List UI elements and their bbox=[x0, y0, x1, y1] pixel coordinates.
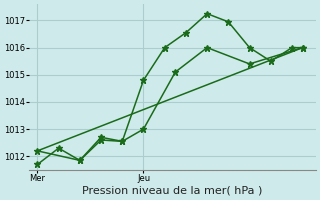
X-axis label: Pression niveau de la mer( hPa ): Pression niveau de la mer( hPa ) bbox=[83, 186, 263, 196]
